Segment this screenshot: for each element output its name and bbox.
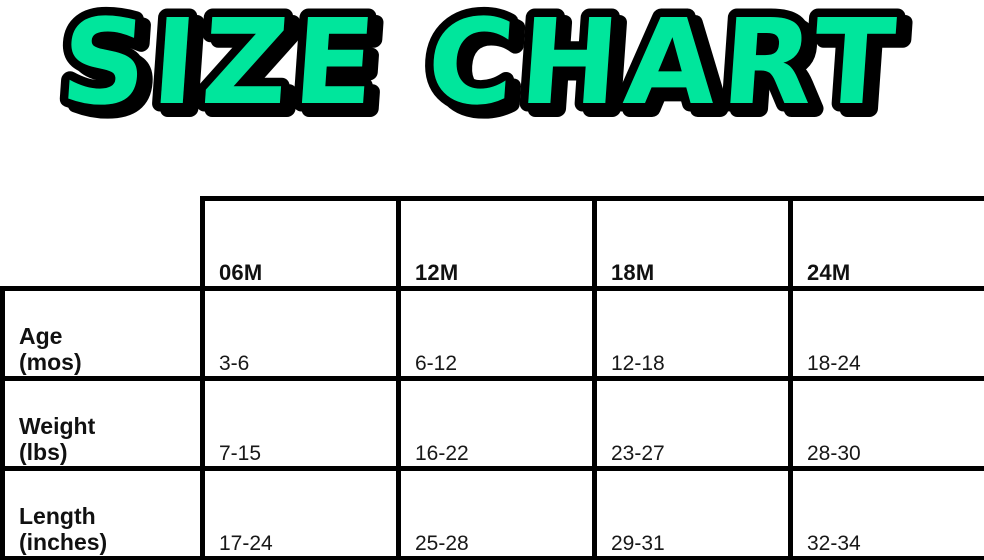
size-table: 06M 12M 18M 24M Age (mos) 3-6 6-12 12-18… [0,196,984,560]
cell-weight-12m: 16-22 [396,376,597,471]
title-fill-text: SIZE CHART [57,5,905,131]
cell-length-12m: 25-28 [396,466,597,560]
size-table-container: 06M 12M 18M 24M Age (mos) 3-6 6-12 12-18… [0,196,984,560]
title-artwork: SIZE CHART SIZE CHART SIZE CHART [48,5,920,145]
cell-weight-18m: 23-27 [592,376,793,471]
row-label-weight-main: Weight [19,412,96,439]
cell-age-18m: 12-18 [592,286,793,381]
cell-age-06m: 3-6 [200,286,401,381]
row-label-age-unit: (mos) [19,349,82,376]
row-label-length-main: Length [19,502,96,529]
table-corner-cell [2,198,203,289]
row-label-weight-unit: (lbs) [19,439,68,466]
column-header-12m: 12M [396,196,597,291]
row-label-age-main: Age [19,322,63,349]
cell-length-18m: 29-31 [592,466,793,560]
row-label-length: Length (inches) [0,466,205,560]
title-outline-text: SIZE CHART [57,5,905,131]
cell-length-06m: 17-24 [200,466,401,560]
row-label-age: Age (mos) [0,286,205,381]
title-shadow-text: SIZE CHART [64,5,912,137]
cell-length-24m: 32-34 [788,466,984,560]
table-row: Age (mos) 3-6 6-12 12-18 18-24 [0,286,984,381]
table-row: Weight (lbs) 7-15 16-22 23-27 28-30 [0,376,984,471]
cell-age-12m: 6-12 [396,286,597,381]
column-header-18m: 18M [592,196,793,291]
row-label-length-unit: (inches) [19,529,108,556]
table-row: Length (inches) 17-24 25-28 29-31 32-34 [0,466,984,560]
cell-age-24m: 18-24 [788,286,984,381]
cell-weight-24m: 28-30 [788,376,984,471]
page-title: SIZE CHART SIZE CHART SIZE CHART [0,0,984,150]
cell-weight-06m: 7-15 [200,376,401,471]
column-header-24m: 24M [788,196,984,291]
table-header-row: 06M 12M 18M 24M [2,196,984,291]
row-label-weight: Weight (lbs) [0,376,205,471]
column-header-06m: 06M [200,196,401,291]
